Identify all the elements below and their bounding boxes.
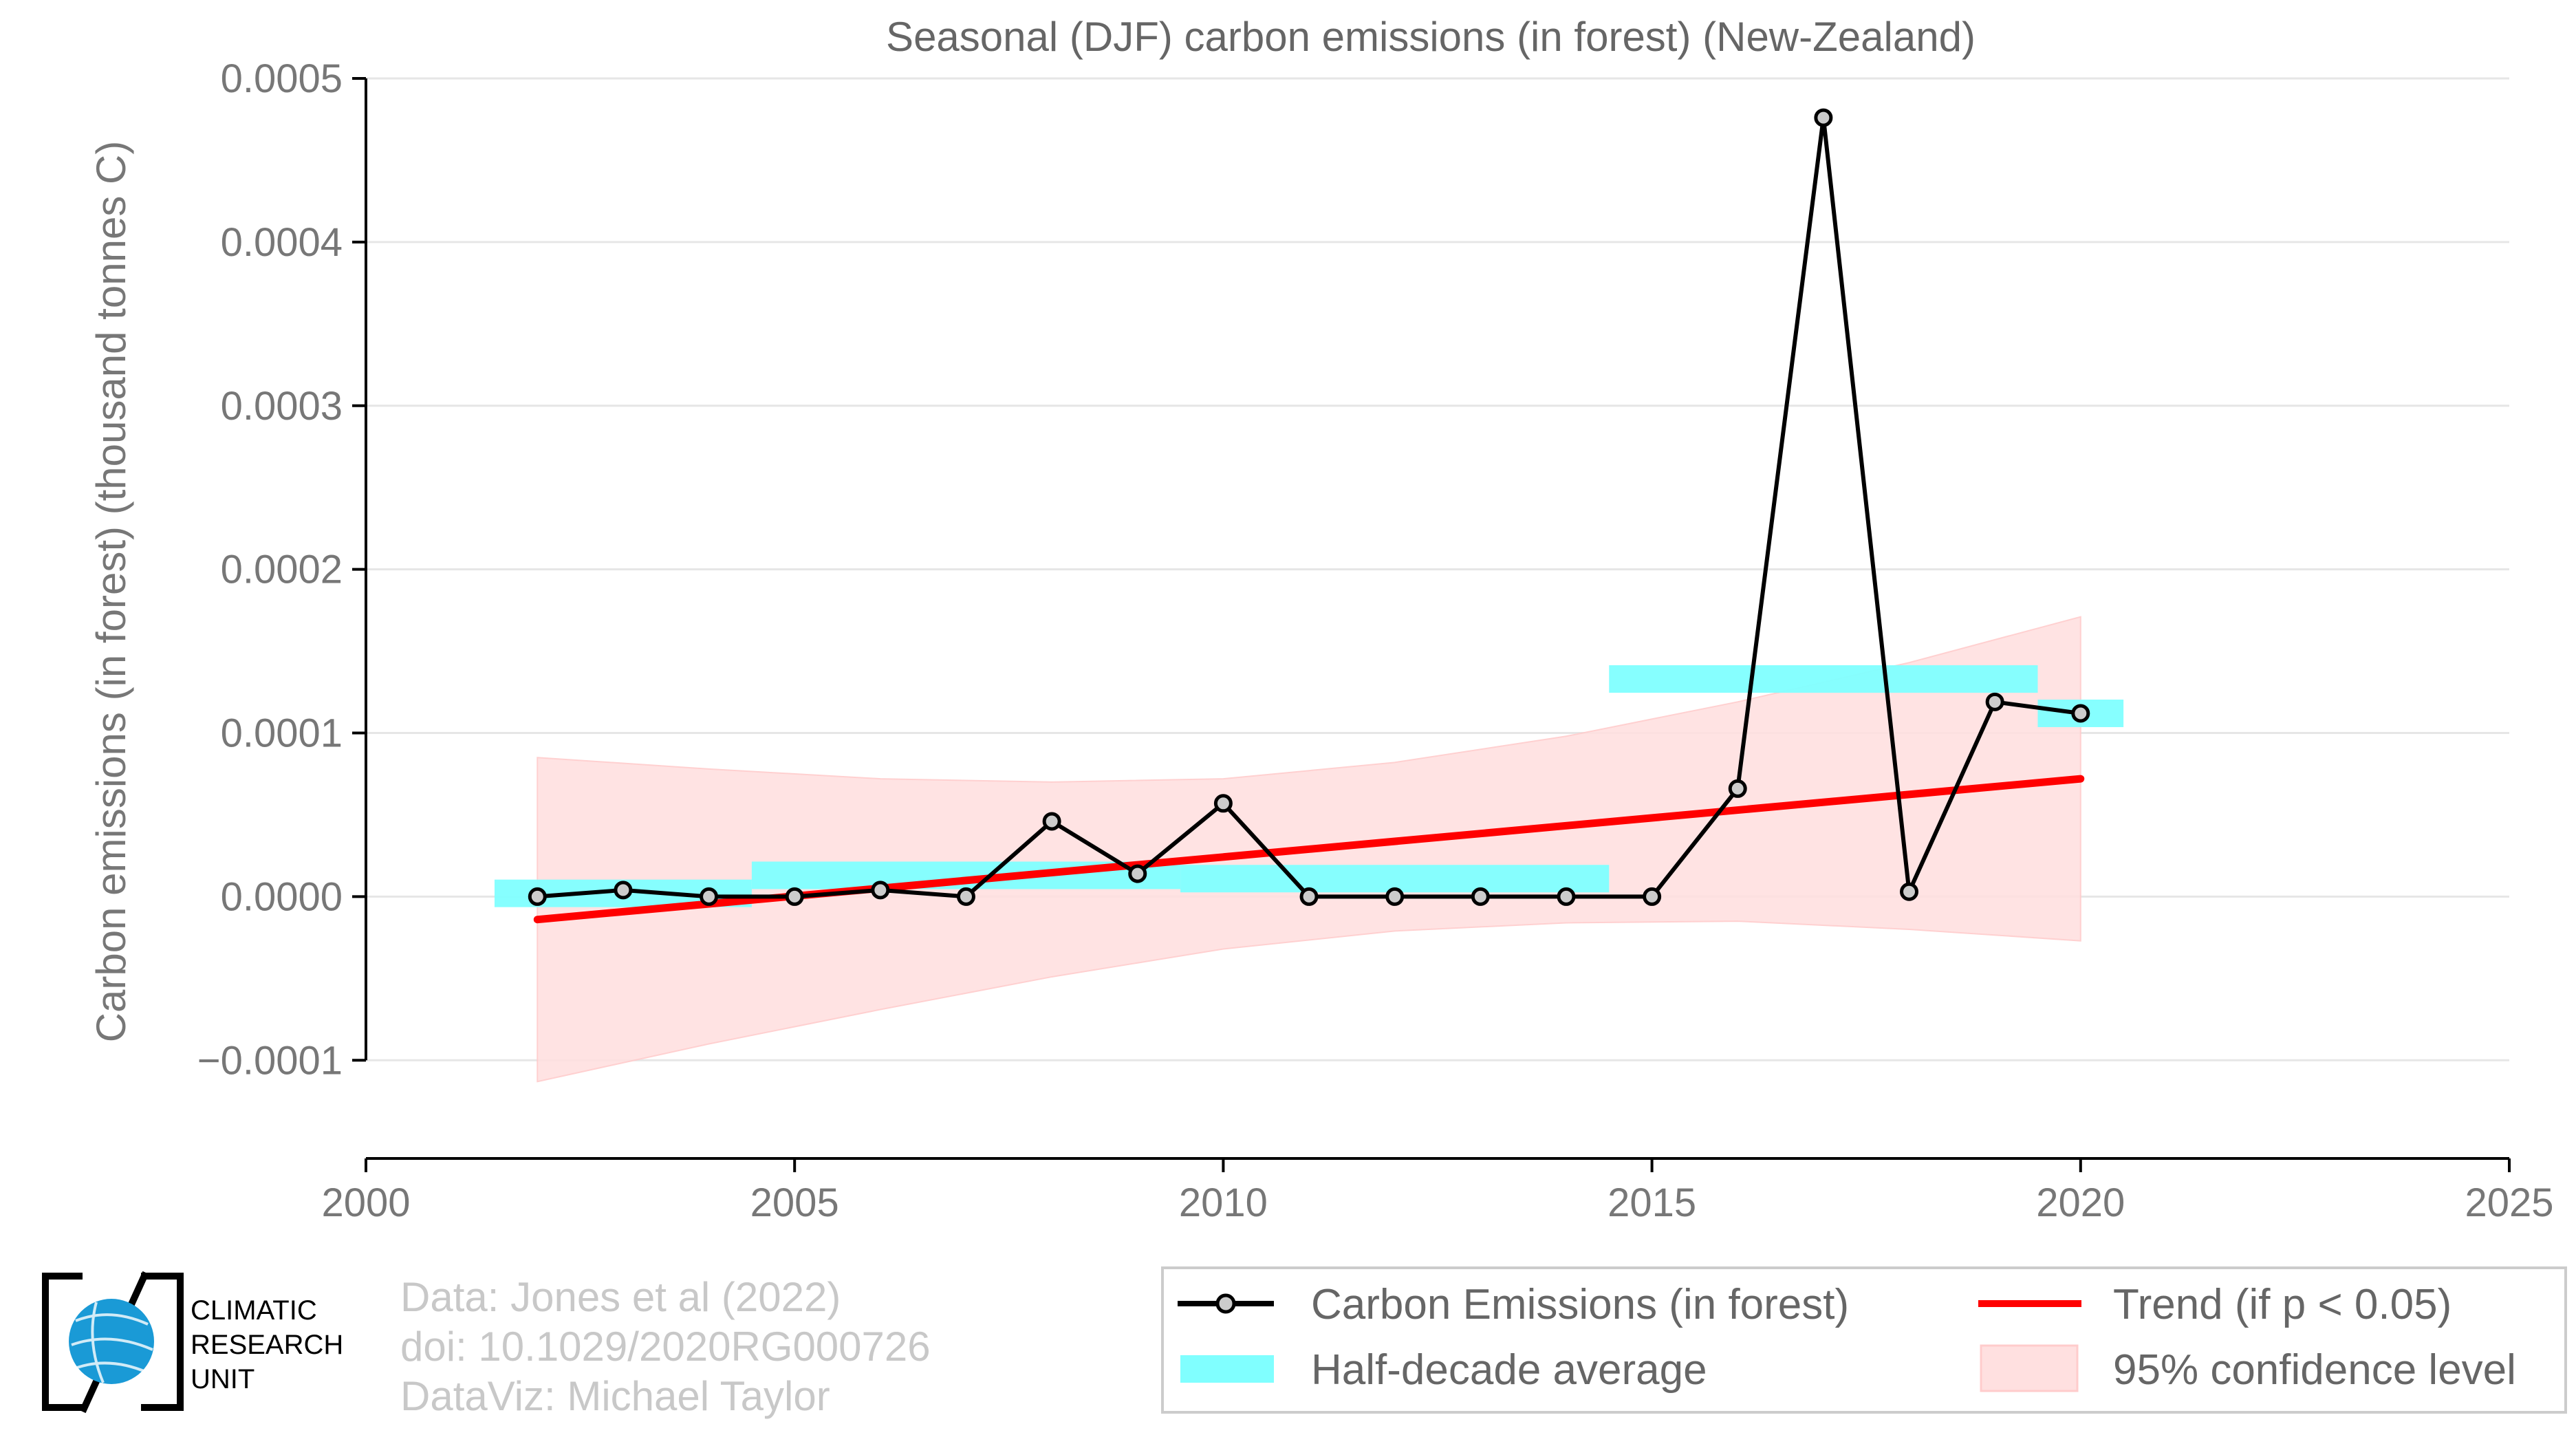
data-point-2015: [1643, 887, 1662, 906]
x-tick-label-2005: 2005: [750, 1180, 839, 1225]
data-point-2004: [700, 887, 719, 906]
legend-frame: [1161, 1266, 2567, 1414]
legend-swatch-confidence: [1980, 1344, 2079, 1392]
data-point-2011: [1299, 887, 1319, 906]
x-tick-label-2015: 2015: [1608, 1180, 1696, 1225]
x-tick-labels: 2000 2005 2010 2015 2020 2025: [321, 1180, 2553, 1225]
data-point-2003: [614, 881, 633, 900]
logo-bracket-right: [141, 1273, 184, 1411]
legend: Carbon Emissions (in forest) Half-decade…: [1161, 1266, 2567, 1414]
y-tick-label-2: 0.0001: [221, 711, 343, 756]
logo-text-climatic: CLIMATIC: [191, 1295, 317, 1326]
x-tick-label-2020: 2020: [2036, 1180, 2125, 1225]
logo-bracket-left: [42, 1273, 83, 1411]
data-point-2013: [1471, 887, 1490, 906]
cru-logo: CLIMATIC RESEARCH UNIT: [42, 1271, 343, 1414]
data-point-2012: [1385, 887, 1405, 906]
data-point-2016: [1728, 779, 1747, 798]
x-tick-label-2025: 2025: [2465, 1180, 2553, 1225]
data-point-2019: [1985, 692, 2004, 711]
data-point-2005: [785, 887, 804, 906]
data-point-2014: [1557, 887, 1576, 906]
y-tick-label-3: 0.0002: [221, 548, 343, 592]
y-axis-label: Carbon emissions (in forest) (thousand t…: [88, 141, 134, 1043]
credit-dataviz: DataViz: Michael Taylor: [400, 1373, 830, 1419]
legend-label-emissions: Carbon Emissions (in forest): [1311, 1281, 1849, 1328]
half-decade-bar-3: [1609, 665, 2038, 693]
legend-label-confidence: 95% confidence level: [2113, 1346, 2516, 1394]
x-tick-label-2010: 2010: [1179, 1180, 1268, 1225]
legend-swatch-half-decade: [1180, 1355, 1274, 1383]
logo-text-research: RESEARCH: [191, 1330, 343, 1360]
y-tick-label-1: 0.0000: [221, 874, 343, 919]
data-series: [528, 108, 2090, 906]
chart-title: Seasonal (DJF) carbon emissions (in fore…: [886, 14, 1976, 60]
y-tick-labels: −0.0001 0.0000 0.0001 0.0002 0.0003 0.0004 0.0…: [197, 56, 343, 1083]
data-point-2020: [2071, 704, 2090, 723]
data-point-2017: [1814, 108, 1833, 127]
logo-text-unit: UNIT: [191, 1364, 255, 1394]
legend-label-half-decade: Half-decade average: [1311, 1346, 1707, 1394]
y-tick-label-0: −0.0001: [197, 1038, 343, 1083]
credit-doi: doi: 10.1029/2020RG000726: [400, 1324, 931, 1370]
y-tick-label-6: 0.0005: [221, 56, 343, 101]
axes: [352, 77, 2511, 1172]
x-tick-label-2000: 2000: [321, 1180, 410, 1225]
data-point-2009: [1128, 864, 1147, 883]
data-point-2007: [956, 887, 975, 906]
data-point-2002: [528, 887, 547, 906]
data-point-2008: [1042, 812, 1061, 831]
y-tick-label-4: 0.0003: [221, 384, 343, 429]
data-point-2010: [1213, 794, 1233, 813]
legend-label-trend: Trend (if p < 0.05): [2113, 1281, 2451, 1328]
data-point-2018: [1900, 882, 1919, 901]
data-point-2006: [871, 881, 890, 900]
legend-marker-emissions: [1215, 1293, 1236, 1314]
globe-lines: [71, 1302, 153, 1383]
globe-icon: [69, 1299, 154, 1384]
credit-data: Data: Jones et al (2022): [400, 1274, 841, 1320]
y-tick-label-5: 0.0004: [221, 220, 343, 265]
